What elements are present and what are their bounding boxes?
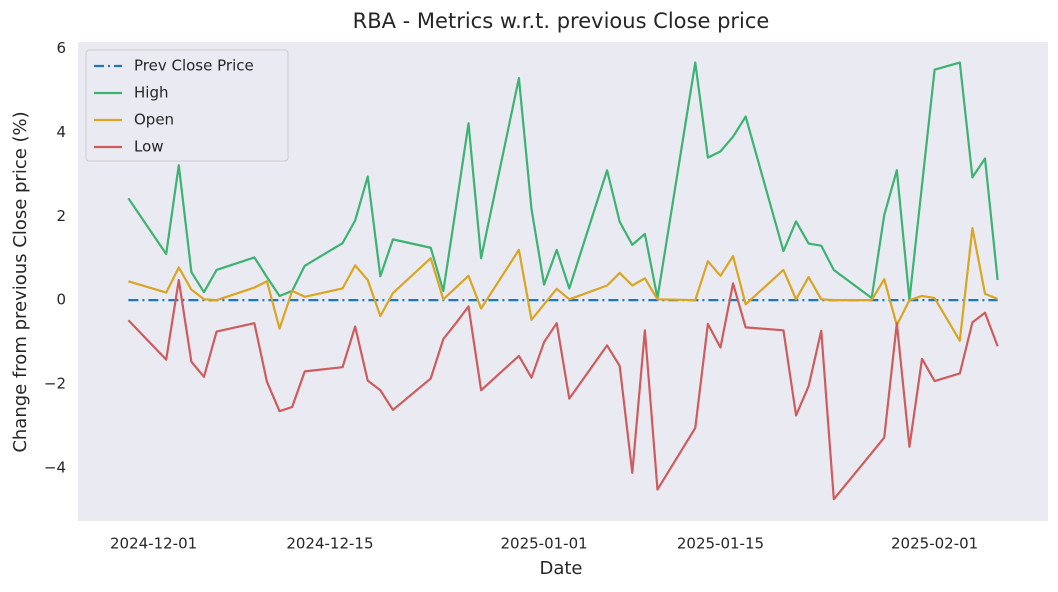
legend-label: Low (134, 138, 164, 156)
x-tick-label: 2025-02-01 (891, 535, 978, 553)
y-tick-label: 2 (56, 207, 66, 225)
series-line (128, 226, 999, 342)
x-tick-label: 2024-12-01 (110, 535, 197, 553)
legend-label: Open (134, 111, 174, 129)
y-tick-label: −2 (44, 374, 66, 392)
legend-label: Prev Close Price (134, 57, 254, 75)
x-tick-label: 2024-12-15 (286, 535, 373, 553)
y-tick-label: 0 (56, 291, 66, 309)
legend-box (85, 49, 289, 162)
series-line (127, 278, 999, 501)
series-line (127, 61, 999, 302)
chart-title: RBA - Metrics w.r.t. previous Close pric… (353, 9, 770, 33)
y-tick-label: −4 (44, 458, 66, 476)
y-tick-label: 4 (56, 123, 66, 141)
x-tick-label: 2025-01-01 (501, 535, 588, 553)
y-tick-label: 6 (56, 39, 66, 57)
x-tick-label: 2025-01-15 (677, 535, 764, 553)
y-axis-label: Change from previous Close price (%) (10, 111, 31, 452)
x-axis-label: Date (539, 558, 582, 579)
legend: Prev Close Price High Open Low (85, 49, 289, 162)
legend-label: High (134, 84, 168, 102)
